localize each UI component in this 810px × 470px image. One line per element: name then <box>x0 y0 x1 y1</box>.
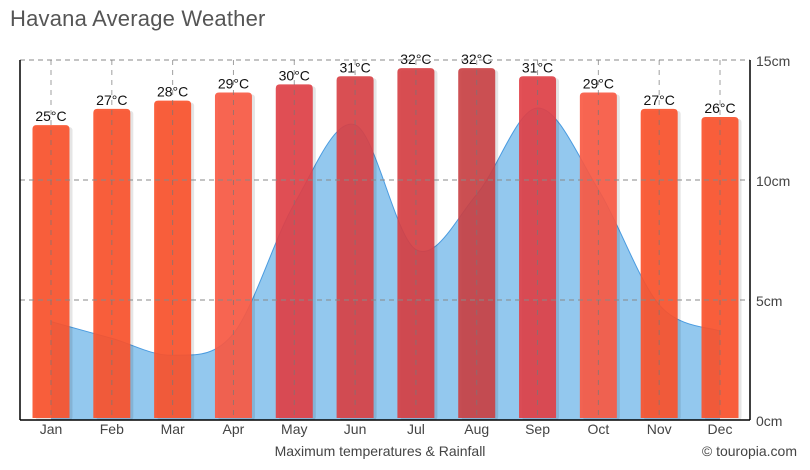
temperature-label: 25°C <box>35 108 66 124</box>
temperature-label: 32°C <box>461 51 492 67</box>
x-tick-label-mar: Mar <box>161 421 185 437</box>
x-tick-label-aug: Aug <box>464 421 489 437</box>
temperature-bar-apr <box>214 92 252 418</box>
temperature-label: 31°C <box>522 59 553 75</box>
x-tick-label-jul: Jul <box>407 421 425 437</box>
y-tick-label: 15cm <box>756 53 790 69</box>
x-tick-label-jan: Jan <box>40 421 63 437</box>
temperature-bar-dec <box>701 116 739 419</box>
temperature-label: 27°C <box>644 92 675 108</box>
chart-title: Havana Average Weather <box>10 6 266 31</box>
x-tick-label-nov: Nov <box>647 421 672 437</box>
temperature-bar-sep <box>519 76 557 418</box>
x-tick-label-apr: Apr <box>223 421 245 437</box>
temperature-bar-jun <box>336 76 374 418</box>
temperature-bar-mar <box>154 100 192 419</box>
temperature-label: 26°C <box>704 100 735 116</box>
x-tick-label-sep: Sep <box>525 421 550 437</box>
temperature-label: 32°C <box>400 51 431 67</box>
x-tick-label-jun: Jun <box>344 421 367 437</box>
x-axis-label: Maximum temperatures & Rainfall <box>275 443 486 459</box>
x-tick-label-may: May <box>281 421 307 437</box>
temperature-label: 27°C <box>96 92 127 108</box>
x-tick-label-dec: Dec <box>708 421 733 437</box>
temperature-bar-oct <box>579 92 617 418</box>
y-tick-label: 10cm <box>756 173 790 189</box>
y-tick-label: 0cm <box>756 413 782 429</box>
y-tick-label: 5cm <box>756 293 782 309</box>
temperature-label: 30°C <box>279 67 310 83</box>
temperature-label: 31°C <box>339 59 370 75</box>
credit-text: © touropia.com <box>702 443 797 459</box>
x-tick-label-feb: Feb <box>100 421 124 437</box>
x-tick-label-oct: Oct <box>587 421 609 437</box>
